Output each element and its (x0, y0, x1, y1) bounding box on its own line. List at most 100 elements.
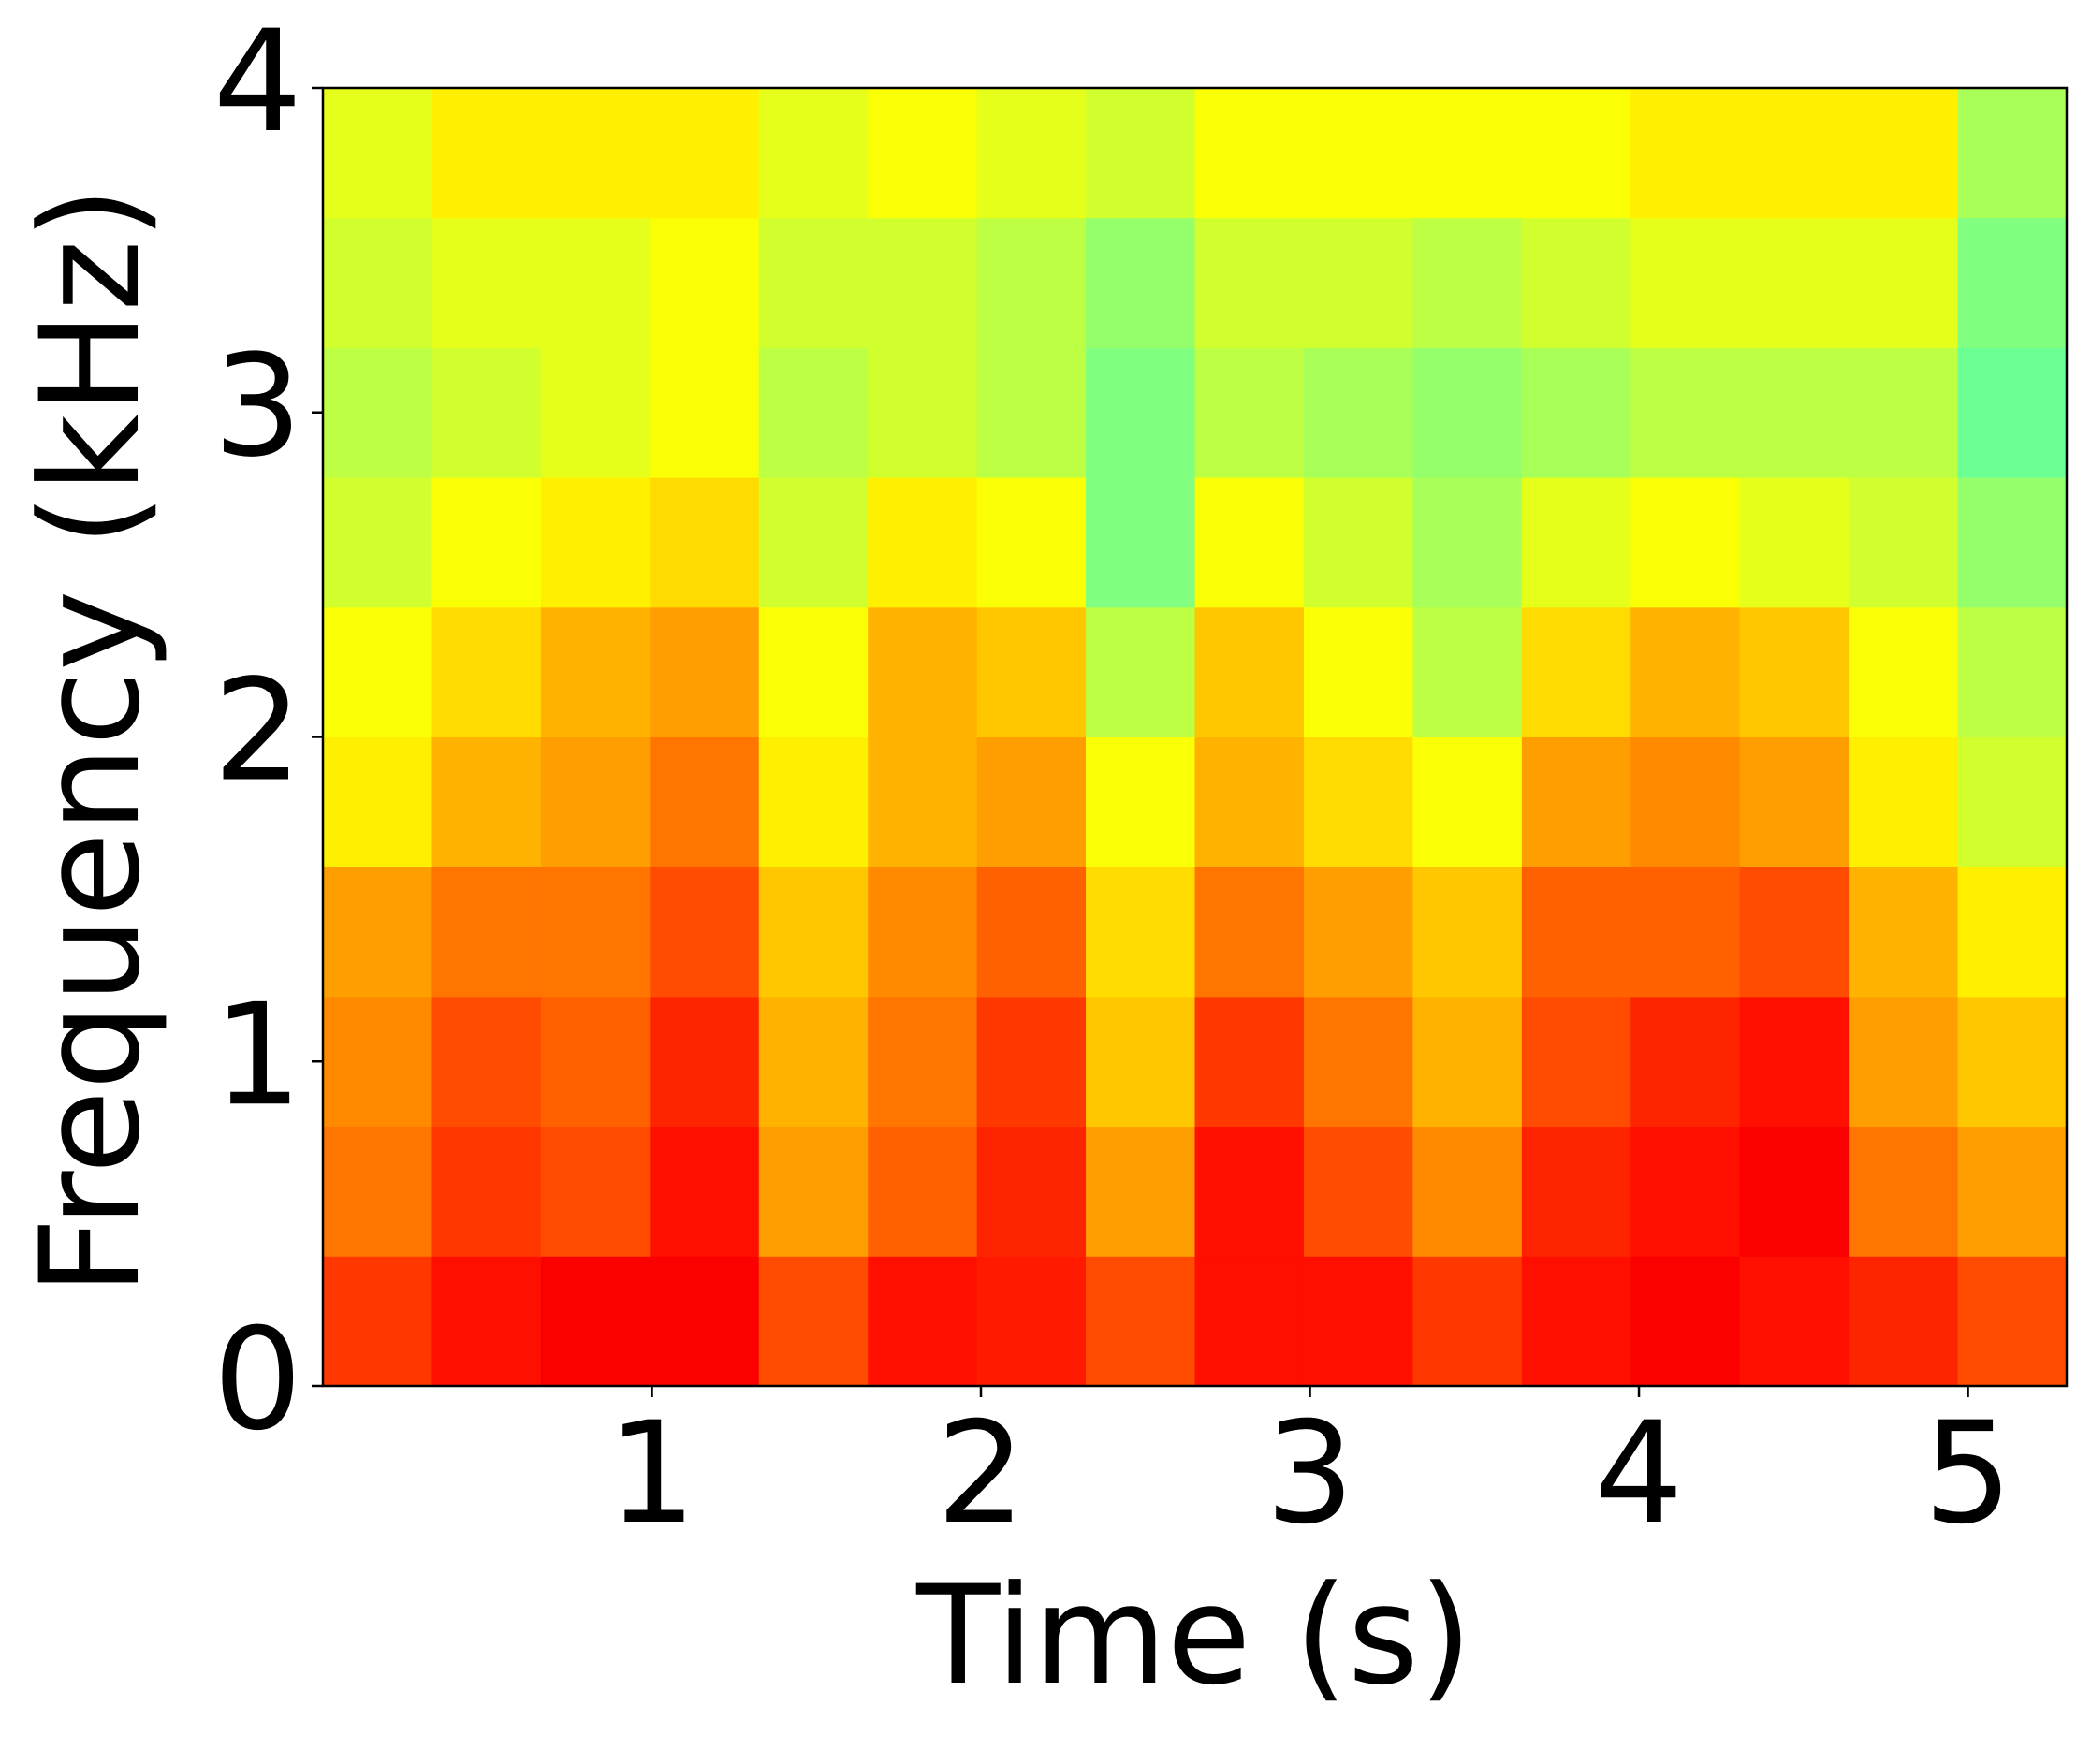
heatmap-cell (1630, 88, 1741, 219)
heatmap-cell (1194, 347, 1305, 478)
y-tick-label: 4 (213, 1, 302, 164)
heatmap-cell (868, 736, 978, 867)
heatmap-cell (976, 736, 1087, 867)
y-tick-label: 1 (213, 974, 302, 1137)
heatmap-cell (868, 217, 978, 348)
heatmap-cell (431, 606, 542, 737)
heatmap-cell (1521, 347, 1631, 478)
heatmap-cell (431, 88, 542, 219)
heatmap-cell (1957, 996, 2068, 1128)
heatmap-cell (1303, 606, 1413, 737)
y-tick-label: 2 (213, 650, 302, 813)
heatmap-cell (1412, 1256, 1523, 1387)
heatmap-cell (540, 1126, 651, 1257)
heatmap-cell (323, 88, 432, 219)
heatmap-cell (1303, 1256, 1413, 1387)
heatmap-cell (1849, 347, 1959, 478)
heatmap-cell (868, 606, 978, 737)
heatmap-cell (1739, 1126, 1850, 1257)
heatmap-cell (1849, 88, 1959, 219)
heatmap-cell (976, 1126, 1087, 1257)
heatmap-cell (1412, 996, 1523, 1128)
heatmap-cell (1739, 606, 1850, 737)
heatmap-cell (540, 736, 651, 867)
heatmap-cell (1521, 1256, 1631, 1387)
heatmap-cell (1194, 736, 1305, 867)
heatmap-cell (1086, 736, 1195, 867)
heatmap-cell (540, 477, 651, 608)
heatmap-cell (1303, 1126, 1413, 1257)
heatmap-cell (1630, 1126, 1741, 1257)
heatmap-cell (1957, 477, 2068, 608)
heatmap-cell (1412, 347, 1523, 478)
heatmap-cell (1303, 736, 1413, 867)
heatmap-cell (1957, 88, 2068, 219)
heatmap-cell (1194, 1126, 1305, 1257)
heatmap-cell (1412, 88, 1523, 219)
heatmap-cell (1849, 1256, 1959, 1387)
heatmap-cell (1521, 88, 1631, 219)
heatmap-cell (868, 1256, 978, 1387)
heatmap-cell (1194, 996, 1305, 1128)
x-tick-label: 5 (1923, 1392, 2012, 1555)
heatmap-cell (1086, 88, 1195, 219)
heatmap-cell (1086, 347, 1195, 478)
heatmap-cell (1957, 1126, 2068, 1257)
y-tick-label: 3 (213, 326, 302, 488)
heatmap-cell (1521, 996, 1631, 1128)
heatmap-cell (1630, 1256, 1741, 1387)
heatmap-cell (1412, 477, 1523, 608)
heatmap-cell (1957, 867, 2068, 998)
heatmap-cell (650, 867, 760, 998)
heatmap-cell (1521, 606, 1631, 737)
heatmap-cell (1630, 606, 1741, 737)
heatmap-cell (323, 867, 432, 998)
heatmap-cell (1086, 1256, 1195, 1387)
heatmap-cell (1303, 88, 1413, 219)
heatmap-cell (976, 996, 1087, 1128)
heatmap-cell (431, 347, 542, 478)
heatmap-cell (868, 88, 978, 219)
heatmap-cell (1849, 477, 1959, 608)
heatmap-cell (1194, 88, 1305, 219)
heatmap-cell (1630, 477, 1741, 608)
heatmap-cell (976, 477, 1087, 608)
heatmap-cell (540, 996, 651, 1128)
heatmap-cell (976, 867, 1087, 998)
heatmap-cell (323, 736, 432, 867)
heatmap-cell (323, 1126, 432, 1257)
heatmap-cell (1521, 736, 1631, 867)
x-tick-label: 2 (936, 1392, 1025, 1555)
heatmap-cell (540, 217, 651, 348)
heatmap-cell (868, 347, 978, 478)
heatmap-cell (1086, 217, 1195, 348)
heatmap-cell (758, 867, 869, 998)
heatmap-cell (431, 217, 542, 348)
heatmap-cell (758, 606, 869, 737)
y-axis-label: Frequency (kHz) (11, 186, 170, 1296)
heatmap-cell (1849, 736, 1959, 867)
heatmap-cell (758, 347, 869, 478)
heatmap-cell (1957, 217, 2068, 348)
heatmap-cell (1303, 217, 1413, 348)
heatmap-cell (868, 996, 978, 1128)
heatmap-cell (1630, 996, 1741, 1128)
heatmap-cell (431, 1126, 542, 1257)
heatmap-cell (976, 347, 1087, 478)
heatmap-cell (1521, 1126, 1631, 1257)
heatmap-cell (868, 477, 978, 608)
heatmap-cell (323, 477, 432, 608)
heatmap (323, 88, 2068, 1387)
heatmap-cell (1086, 1126, 1195, 1257)
heatmap-cell (1412, 606, 1523, 737)
y-tick-label: 0 (213, 1299, 302, 1462)
heatmap-cell (976, 606, 1087, 737)
heatmap-cell (650, 1256, 760, 1387)
x-tick-label: 1 (607, 1392, 696, 1555)
heatmap-cell (1086, 996, 1195, 1128)
heatmap-cell (650, 606, 760, 737)
heatmap-cell (1957, 347, 2068, 478)
heatmap-cell (758, 217, 869, 348)
heatmap-cell (1849, 867, 1959, 998)
